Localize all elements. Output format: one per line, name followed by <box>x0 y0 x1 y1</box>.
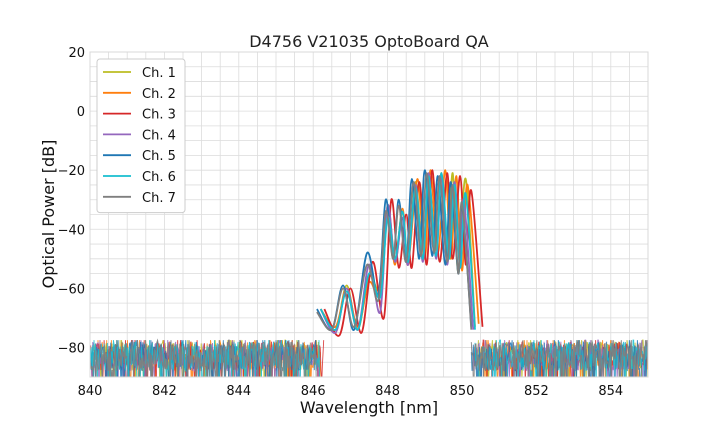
chart-title: D4756 V21035 OptoBoard QA <box>249 32 489 51</box>
x-axis-label: Wavelength [nm] <box>300 398 438 417</box>
y-tick-labels: −80 −60 −40 −20 0 20 <box>58 46 85 356</box>
noise-floor-traces <box>90 338 648 377</box>
x-tick-label: 852 <box>524 384 549 399</box>
x-tick-labels: 840 842 844 846 848 850 852 854 <box>78 384 624 399</box>
x-tick-label: 844 <box>226 384 251 399</box>
x-tick-label: 854 <box>598 384 623 399</box>
series-lines <box>316 169 484 337</box>
legend-label: Ch. 5 <box>142 149 176 164</box>
legend-box <box>96 58 186 214</box>
legend-label: Ch. 7 <box>142 191 176 206</box>
y-tick-label: −40 <box>58 223 85 238</box>
series-line-ch-5 <box>316 169 473 332</box>
y-tick-label: −20 <box>58 164 85 179</box>
legend-label: Ch. 2 <box>142 87 176 102</box>
series-line-ch-3 <box>323 169 484 337</box>
legend: Ch. 1 Ch. 2 Ch. 3 Ch. 4 Ch. 5 Ch. 6 Ch. 7 <box>96 58 186 214</box>
x-tick-label: 842 <box>152 384 177 399</box>
x-tick-label: 846 <box>301 384 326 399</box>
y-tick-label: 20 <box>68 46 85 61</box>
plot-frame <box>89 51 649 378</box>
y-tick-label: −80 <box>58 341 85 356</box>
series-line-ch-6 <box>319 172 476 331</box>
legend-label: Ch. 4 <box>142 128 176 143</box>
y-tick-label: −60 <box>58 282 85 297</box>
series-line-ch-7 <box>316 172 473 332</box>
legend-label: Ch. 1 <box>142 66 176 81</box>
legend-label: Ch. 3 <box>142 108 176 123</box>
x-tick-label: 840 <box>78 384 103 399</box>
noise-trace <box>470 339 648 377</box>
noise-trace <box>90 338 317 377</box>
y-axis-label: Optical Power [dB] <box>39 140 58 289</box>
noise-trace <box>90 340 321 377</box>
y-tick-label: 0 <box>77 105 85 120</box>
x-tick-label: 850 <box>450 384 475 399</box>
series-line-ch-4 <box>319 172 475 334</box>
legend-label: Ch. 6 <box>142 170 176 185</box>
x-tick-label: 848 <box>375 384 400 399</box>
